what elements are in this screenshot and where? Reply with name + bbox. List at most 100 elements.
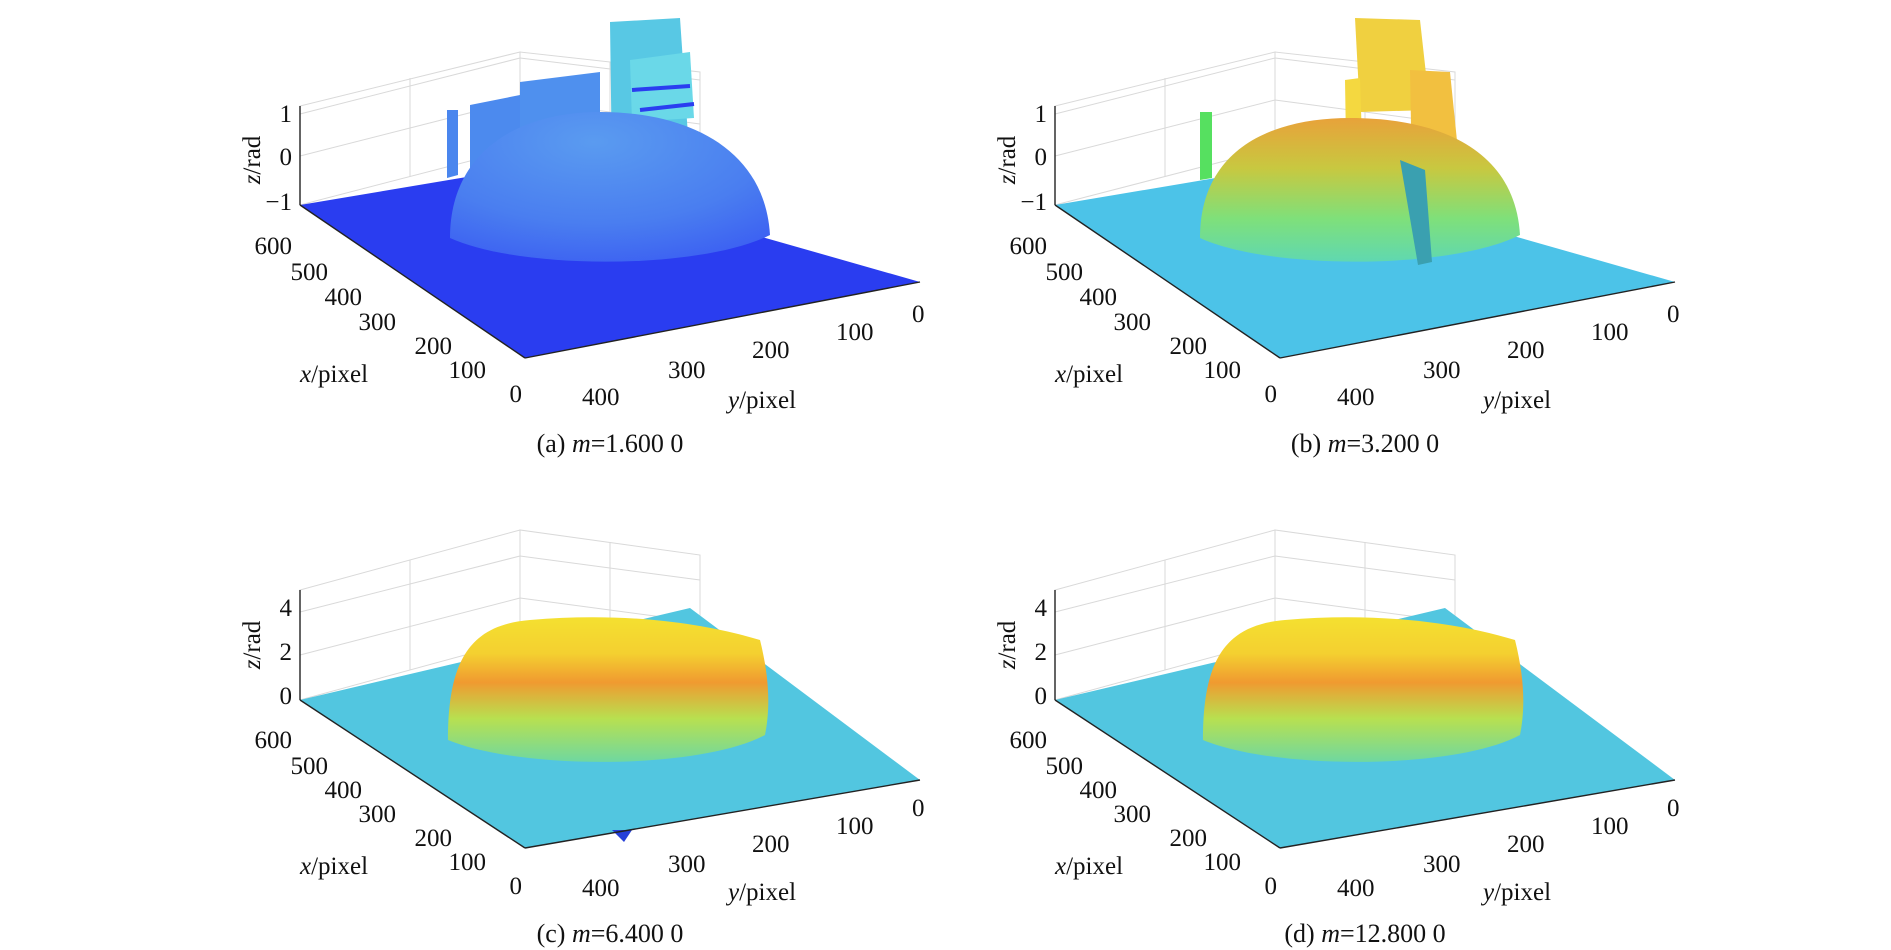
panel-a-x-label: x/pixel: [299, 361, 368, 388]
panel-c-dome: [448, 617, 769, 762]
x-tick: 500: [291, 259, 329, 286]
x-tick: 100: [1204, 849, 1242, 876]
panel-d-x-label: x/pixel: [1054, 853, 1123, 880]
panel-b-axes: [1054, 106, 1676, 359]
y-tick: 300: [668, 851, 706, 878]
panel-c-z-label: z/rad: [239, 620, 266, 670]
z-tick: −1: [1020, 189, 1047, 216]
x-tick: 500: [1046, 259, 1084, 286]
x-tick: 0: [510, 381, 523, 408]
panel-b-crack: [1400, 160, 1432, 265]
panel-d-caption: (d) m=12.800 0: [1284, 919, 1445, 948]
panel-a-axes: [299, 106, 921, 359]
panel-b-caption: (b) m=3.200 0: [1291, 429, 1439, 458]
x-tick: 600: [255, 233, 293, 260]
panel-b-z-label: z/rad: [994, 135, 1021, 185]
z-tick: 4: [1035, 595, 1048, 622]
x-tick: 100: [449, 357, 487, 384]
y-tick: 200: [1507, 831, 1545, 858]
panel-d-z-label: z/rad: [994, 620, 1021, 670]
x-tick: 0: [510, 873, 523, 900]
panel-a: 1 0 −1 600 500 400 300 200 100 0 x/pixel…: [239, 18, 925, 458]
x-tick: 200: [415, 825, 453, 852]
z-tick: 4: [280, 595, 293, 622]
panel-d-z-ticks: 4 2 0: [1035, 595, 1048, 710]
panel-d: 4 2 0 600 500 400 300 200 100 0 x/pixel …: [994, 529, 1680, 948]
z-tick: 2: [280, 639, 293, 666]
y-tick: 400: [1337, 384, 1375, 411]
panel-b-z-ticks: 1 0 −1: [1020, 101, 1047, 216]
x-tick: 200: [415, 333, 453, 360]
panel-b-x-label: x/pixel: [1054, 361, 1123, 388]
panel-c-z-ticks: 4 2 0: [280, 595, 293, 710]
x-tick: 400: [325, 777, 363, 804]
x-tick: 500: [291, 753, 329, 780]
z-tick: 1: [1035, 101, 1048, 128]
panel-d-dome: [1203, 617, 1524, 762]
x-tick: 500: [1046, 753, 1084, 780]
y-tick: 200: [1507, 337, 1545, 364]
x-tick: 400: [1080, 284, 1118, 311]
z-tick: 0: [280, 144, 293, 171]
z-tick: −1: [265, 189, 292, 216]
z-tick: 2: [1035, 639, 1048, 666]
x-tick: 400: [1080, 777, 1118, 804]
y-tick: 0: [1667, 795, 1680, 822]
y-tick: 400: [1337, 875, 1375, 902]
y-tick: 400: [582, 384, 620, 411]
y-tick: 0: [912, 301, 925, 328]
x-tick: 200: [1170, 825, 1208, 852]
panel-a-caption: (a) m=1.600 0: [537, 429, 684, 458]
y-tick: 300: [1423, 357, 1461, 384]
x-tick: 0: [1265, 873, 1278, 900]
panel-d-x-ticks: 600 500 400 300 200 100 0: [1010, 727, 1278, 900]
panel-d-y-label: y/pixel: [1480, 879, 1551, 906]
panel-c: 4 2 0 600 500 400 300 200 100 0 x/pixel …: [239, 529, 925, 948]
y-tick: 200: [752, 337, 790, 364]
y-tick: 100: [1591, 319, 1629, 346]
x-tick: 300: [1114, 309, 1152, 336]
x-tick: 0: [1265, 381, 1278, 408]
y-tick: 100: [836, 319, 874, 346]
x-tick: 100: [1204, 357, 1242, 384]
x-tick: 400: [325, 284, 363, 311]
x-tick: 300: [359, 309, 397, 336]
panel-d-axes: [1054, 590, 1676, 849]
z-tick: 1: [280, 101, 293, 128]
y-tick: 0: [912, 795, 925, 822]
y-tick: 0: [1667, 301, 1680, 328]
x-tick: 200: [1170, 333, 1208, 360]
panel-c-x-label: x/pixel: [299, 853, 368, 880]
panel-b-y-ticks: 400 300 200 100 0: [1337, 301, 1680, 411]
panel-a-z-ticks: 1 0 −1: [265, 101, 292, 216]
x-tick: 600: [1010, 727, 1048, 754]
z-tick: 0: [1035, 683, 1048, 710]
panel-d-y-ticks: 400 300 200 100 0: [1337, 795, 1680, 902]
panel-c-caption: (c) m=6.400 0: [537, 919, 684, 948]
x-tick: 600: [1010, 233, 1048, 260]
x-tick: 300: [359, 801, 397, 828]
z-tick: 0: [1035, 144, 1048, 171]
panel-a-dome: [450, 112, 770, 262]
x-tick: 600: [255, 727, 293, 754]
panel-b-dome: [1200, 118, 1520, 262]
panel-c-y-label: y/pixel: [725, 879, 796, 906]
panel-b: 1 0 −1 600 500 400 300 200 100 0 x/pixel…: [994, 18, 1680, 458]
panel-c-x-ticks: 600 500 400 300 200 100 0: [255, 727, 523, 900]
panel-a-y-ticks: 400 300 200 100 0: [582, 301, 925, 411]
y-tick: 300: [668, 357, 706, 384]
panel-c-dip: [612, 830, 632, 842]
y-tick: 400: [582, 875, 620, 902]
panel-b-y-label: y/pixel: [1480, 387, 1551, 414]
panel-a-y-label: y/pixel: [725, 387, 796, 414]
y-tick: 100: [836, 813, 874, 840]
y-tick: 100: [1591, 813, 1629, 840]
z-tick: 0: [280, 683, 293, 710]
y-tick: 200: [752, 831, 790, 858]
y-tick: 300: [1423, 851, 1461, 878]
panel-c-axes: [299, 590, 921, 849]
x-tick: 300: [1114, 801, 1152, 828]
panel-a-x-ticks: 600 500 400 300 200 100 0: [255, 233, 523, 408]
panel-a-z-label: z/rad: [239, 135, 266, 185]
